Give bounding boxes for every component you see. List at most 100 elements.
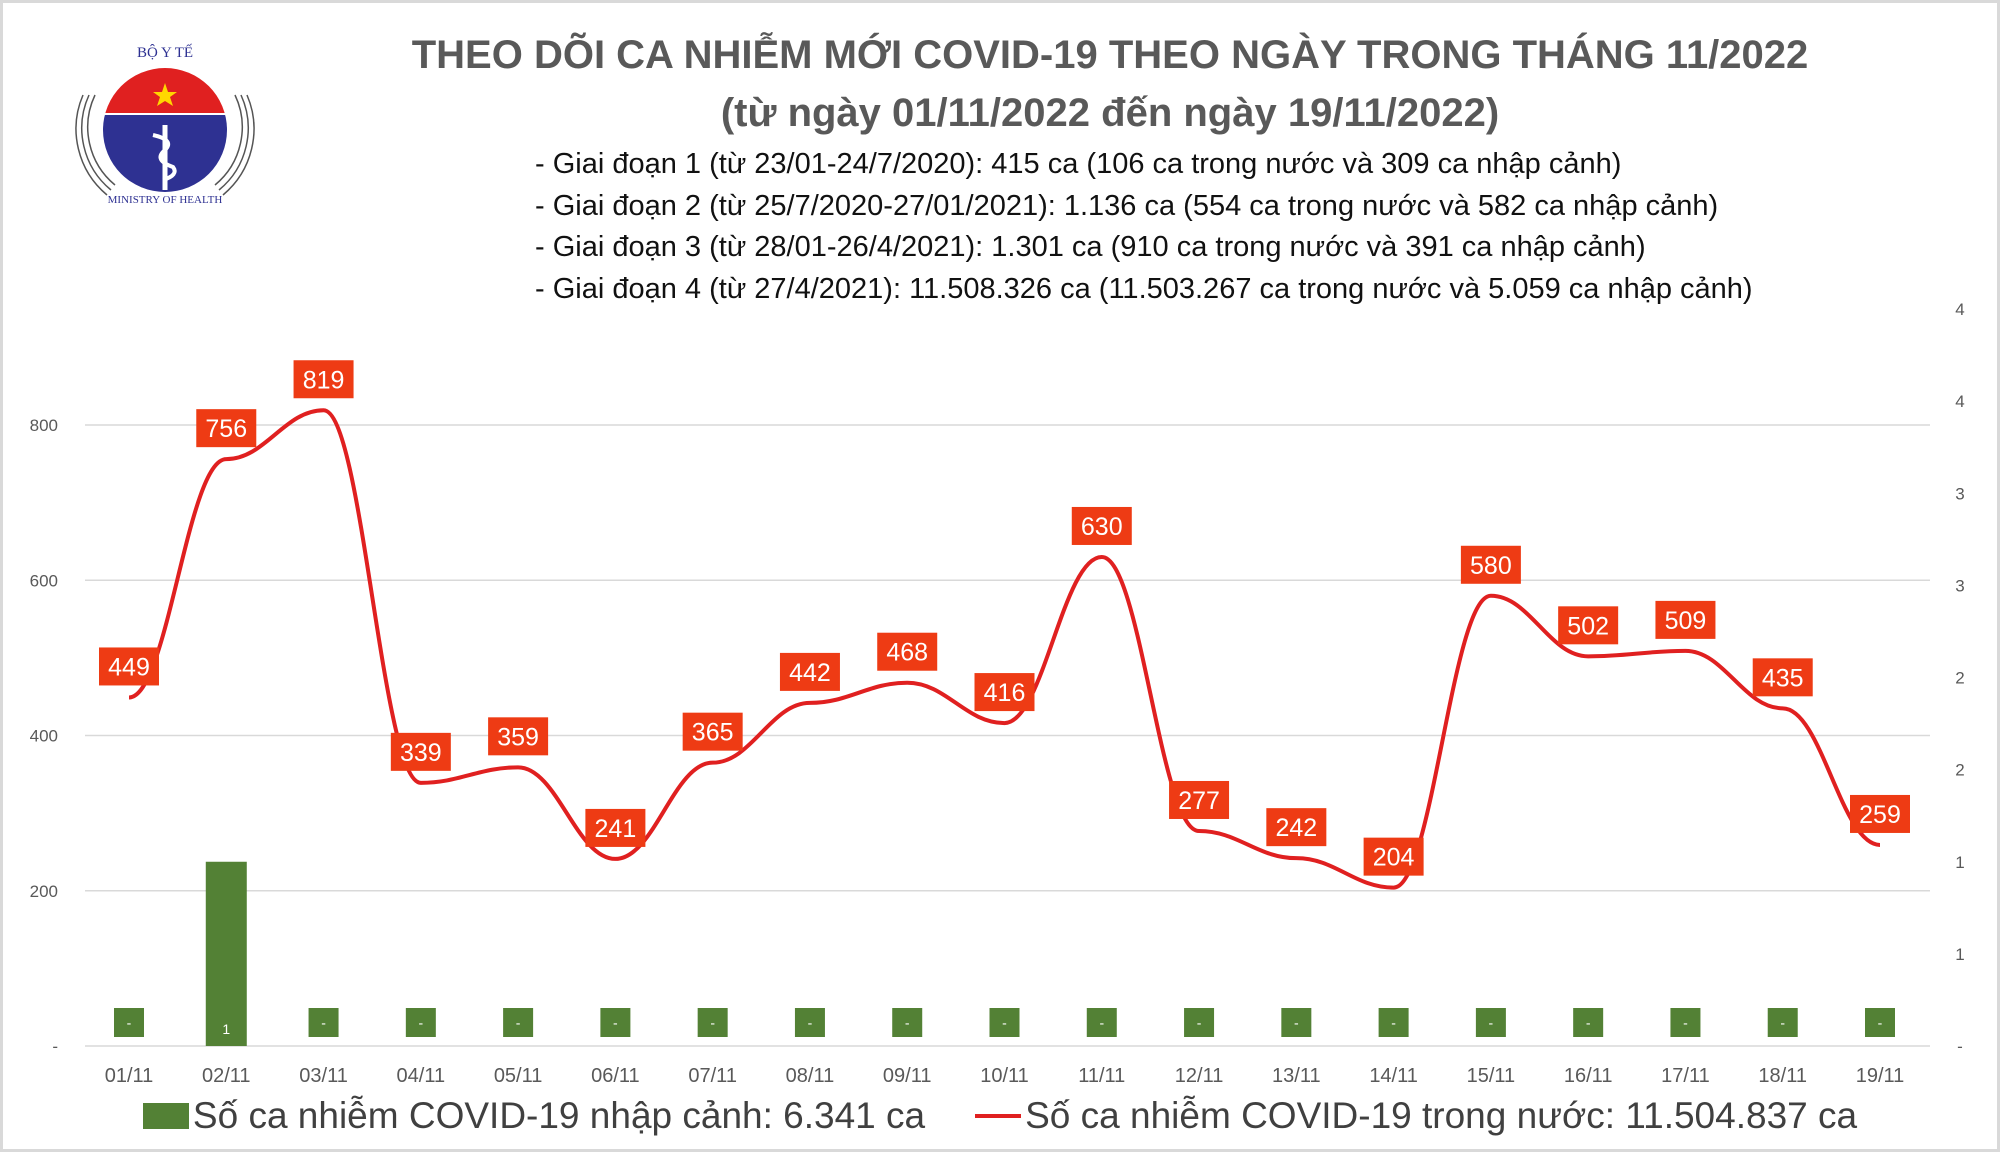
data-label-box: [585, 808, 646, 847]
x-axis-tick: 12/11: [1175, 1065, 1224, 1087]
data-label: 580: [1470, 552, 1512, 580]
data-label: 241: [595, 815, 637, 843]
bar-imported: [600, 1008, 631, 1037]
data-label: 204: [1373, 844, 1415, 872]
bar-label: -: [1586, 1015, 1591, 1031]
bar-label: -: [418, 1015, 423, 1031]
x-axis-tick: 18/11: [1758, 1065, 1807, 1087]
bar-label: -: [516, 1015, 521, 1031]
data-label-box: [293, 360, 354, 399]
legend-item-domestic: Số ca nhiễm COVID-19 trong nước: 11.504.…: [975, 1095, 1857, 1137]
bar-label: -: [1878, 1015, 1883, 1031]
bar-imported: [308, 1008, 339, 1037]
bar-imported: [1573, 1008, 1604, 1037]
bar-label: -: [1391, 1015, 1396, 1031]
bar-label: -: [1099, 1015, 1104, 1031]
bar-label: -: [1683, 1015, 1688, 1031]
right-axis-tick: 2: [1955, 669, 1964, 688]
bar-imported: [794, 1008, 825, 1037]
stage-note-3: - Giai đoạn 3 (từ 28/01-26/4/2021): 1.30…: [535, 231, 1646, 263]
right-axis-tick: 2: [1955, 761, 1964, 780]
left-axis-tick: -: [52, 1037, 58, 1056]
data-label: 359: [497, 723, 539, 751]
data-label: 442: [789, 659, 831, 687]
right-axis-tick: 3: [1955, 576, 1964, 595]
legend-item-imported: Số ca nhiễm COVID-19 nhập cảnh: 6.341 ca: [142, 1095, 925, 1137]
stage-notes: - Giai đoạn 1 (từ 23/01-24/7/2020): 415 …: [535, 144, 1753, 310]
bar-imported: [1670, 1008, 1701, 1037]
left-axis-tick: 400: [30, 727, 58, 746]
stage-note-2: - Giai đoạn 2 (từ 25/7/2020-27/01/2021):…: [535, 189, 1719, 222]
bar-imported: [405, 1008, 436, 1037]
data-label-box: [682, 712, 743, 751]
chart-subtitle: (từ ngày 01/11/2022 đến ngày 19/11/2022): [720, 91, 1500, 135]
bar-label: -: [127, 1015, 132, 1031]
logo-top-text: BỘ Y TẾ: [137, 44, 193, 61]
legend-label-domestic: Số ca nhiễm COVID-19 trong nước: 11.504.…: [1025, 1095, 1858, 1136]
bar-imported: [697, 1008, 728, 1037]
bar-label: -: [321, 1015, 326, 1031]
logo-bottom-text: MINISTRY OF HEALTH: [108, 194, 223, 205]
data-label-box: [1169, 780, 1230, 819]
data-label-box: [99, 647, 159, 686]
data-label-box: [1460, 545, 1521, 584]
bar-imported: [989, 1008, 1020, 1037]
data-label: 449: [108, 653, 150, 681]
x-axis-tick: 08/11: [786, 1065, 835, 1087]
right-axis-tick: 4: [1955, 392, 1964, 411]
data-label: 819: [303, 366, 345, 394]
right-axis-tick: 3: [1955, 484, 1964, 503]
x-axis-tick: 02/11: [202, 1065, 251, 1087]
data-label-box: [1363, 837, 1424, 876]
x-axis-tick: 09/11: [883, 1065, 932, 1087]
data-label: 756: [205, 415, 247, 443]
bar-imported: [1767, 1008, 1798, 1037]
bar-imported: [1281, 1008, 1312, 1037]
data-label: 502: [1567, 612, 1609, 640]
bar-label: -: [1197, 1015, 1202, 1031]
data-label-box: [1655, 600, 1716, 639]
bar-imported: [1378, 1008, 1409, 1037]
bar-imported: [1475, 1008, 1506, 1037]
data-label-box: [1558, 606, 1619, 645]
data-label: 365: [692, 719, 734, 747]
bar-imported: [114, 1008, 144, 1037]
left-axis-tick: 200: [30, 882, 58, 901]
legend-line-swatch: [975, 1114, 1022, 1118]
data-label: 630: [1081, 513, 1123, 541]
ministry-logo: BỘ Y TẾ MINISTRY OF HEALTH: [75, 44, 255, 205]
right-axis-tick: 4: [1955, 300, 1964, 319]
right-axis-tick: -: [1957, 1037, 1963, 1056]
data-label: 435: [1762, 664, 1804, 692]
x-axis-tick: 01/11: [105, 1065, 154, 1087]
data-label-box: [1752, 658, 1813, 697]
data-label: 468: [886, 639, 928, 667]
bar-label: -: [808, 1015, 813, 1031]
x-axis-tick: 15/11: [1467, 1065, 1516, 1087]
x-axis-tick: 13/11: [1272, 1065, 1321, 1087]
right-axis-tick: 1: [1955, 853, 1964, 872]
x-axis-tick: 14/11: [1369, 1065, 1418, 1087]
data-label-box: [779, 652, 840, 691]
bar-imported: [1184, 1008, 1215, 1037]
bar-label: -: [1489, 1015, 1494, 1031]
bar-imported: [205, 861, 247, 1046]
right-axis-tick: 1: [1955, 945, 1964, 964]
bar-label: -: [710, 1015, 715, 1031]
x-axis-tick: 04/11: [397, 1065, 446, 1087]
bar-label: 1: [222, 1021, 230, 1037]
x-axis-tick: 10/11: [980, 1065, 1029, 1087]
bar-label: -: [1780, 1015, 1785, 1031]
data-label-box: [1266, 808, 1327, 847]
x-axis-tick: 11/11: [1078, 1065, 1125, 1087]
bar-imported: [892, 1008, 923, 1037]
data-label: 277: [1178, 787, 1220, 815]
legend-bar-swatch: [142, 1103, 189, 1129]
stage-note-4: - Giai đoạn 4 (từ 27/4/2021): 11.508.326…: [535, 272, 1753, 305]
data-label-box: [974, 673, 1035, 712]
x-axis-tick: 06/11: [591, 1065, 640, 1087]
x-axis-tick: 19/11: [1856, 1065, 1905, 1087]
bar-label: -: [905, 1015, 910, 1031]
data-label-box: [877, 632, 938, 671]
